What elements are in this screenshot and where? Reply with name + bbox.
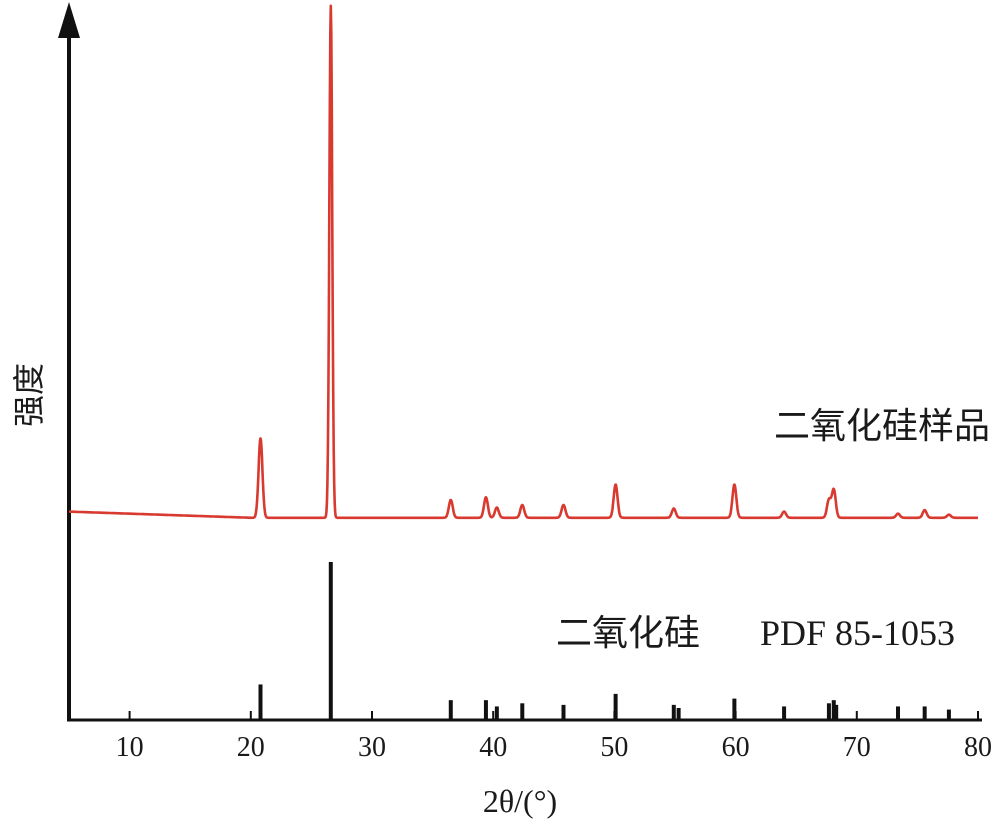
x-tick-label: 40 xyxy=(479,732,507,763)
sample-series-line xyxy=(68,4,979,520)
x-tick-label: 20 xyxy=(237,732,265,763)
x-tick-label: 30 xyxy=(358,732,386,763)
x-tick-label: 60 xyxy=(722,732,750,763)
reference-pattern xyxy=(258,562,951,719)
y-axis-arrow xyxy=(58,2,80,38)
sample-series-label: 二氧化硅样品 xyxy=(774,406,990,447)
reference-series-label: 二氧化硅 xyxy=(556,613,700,654)
x-tick-label: 10 xyxy=(116,732,144,763)
x-axis-title: 2θ/(°) xyxy=(483,783,557,819)
x-tick-label: 50 xyxy=(600,732,628,763)
x-tick-label: 80 xyxy=(964,732,992,763)
y-axis-title: 强度 xyxy=(11,363,47,427)
reference-series-pdf-label: PDF 85-1053 xyxy=(760,613,955,653)
x-tick-label: 70 xyxy=(843,732,871,763)
